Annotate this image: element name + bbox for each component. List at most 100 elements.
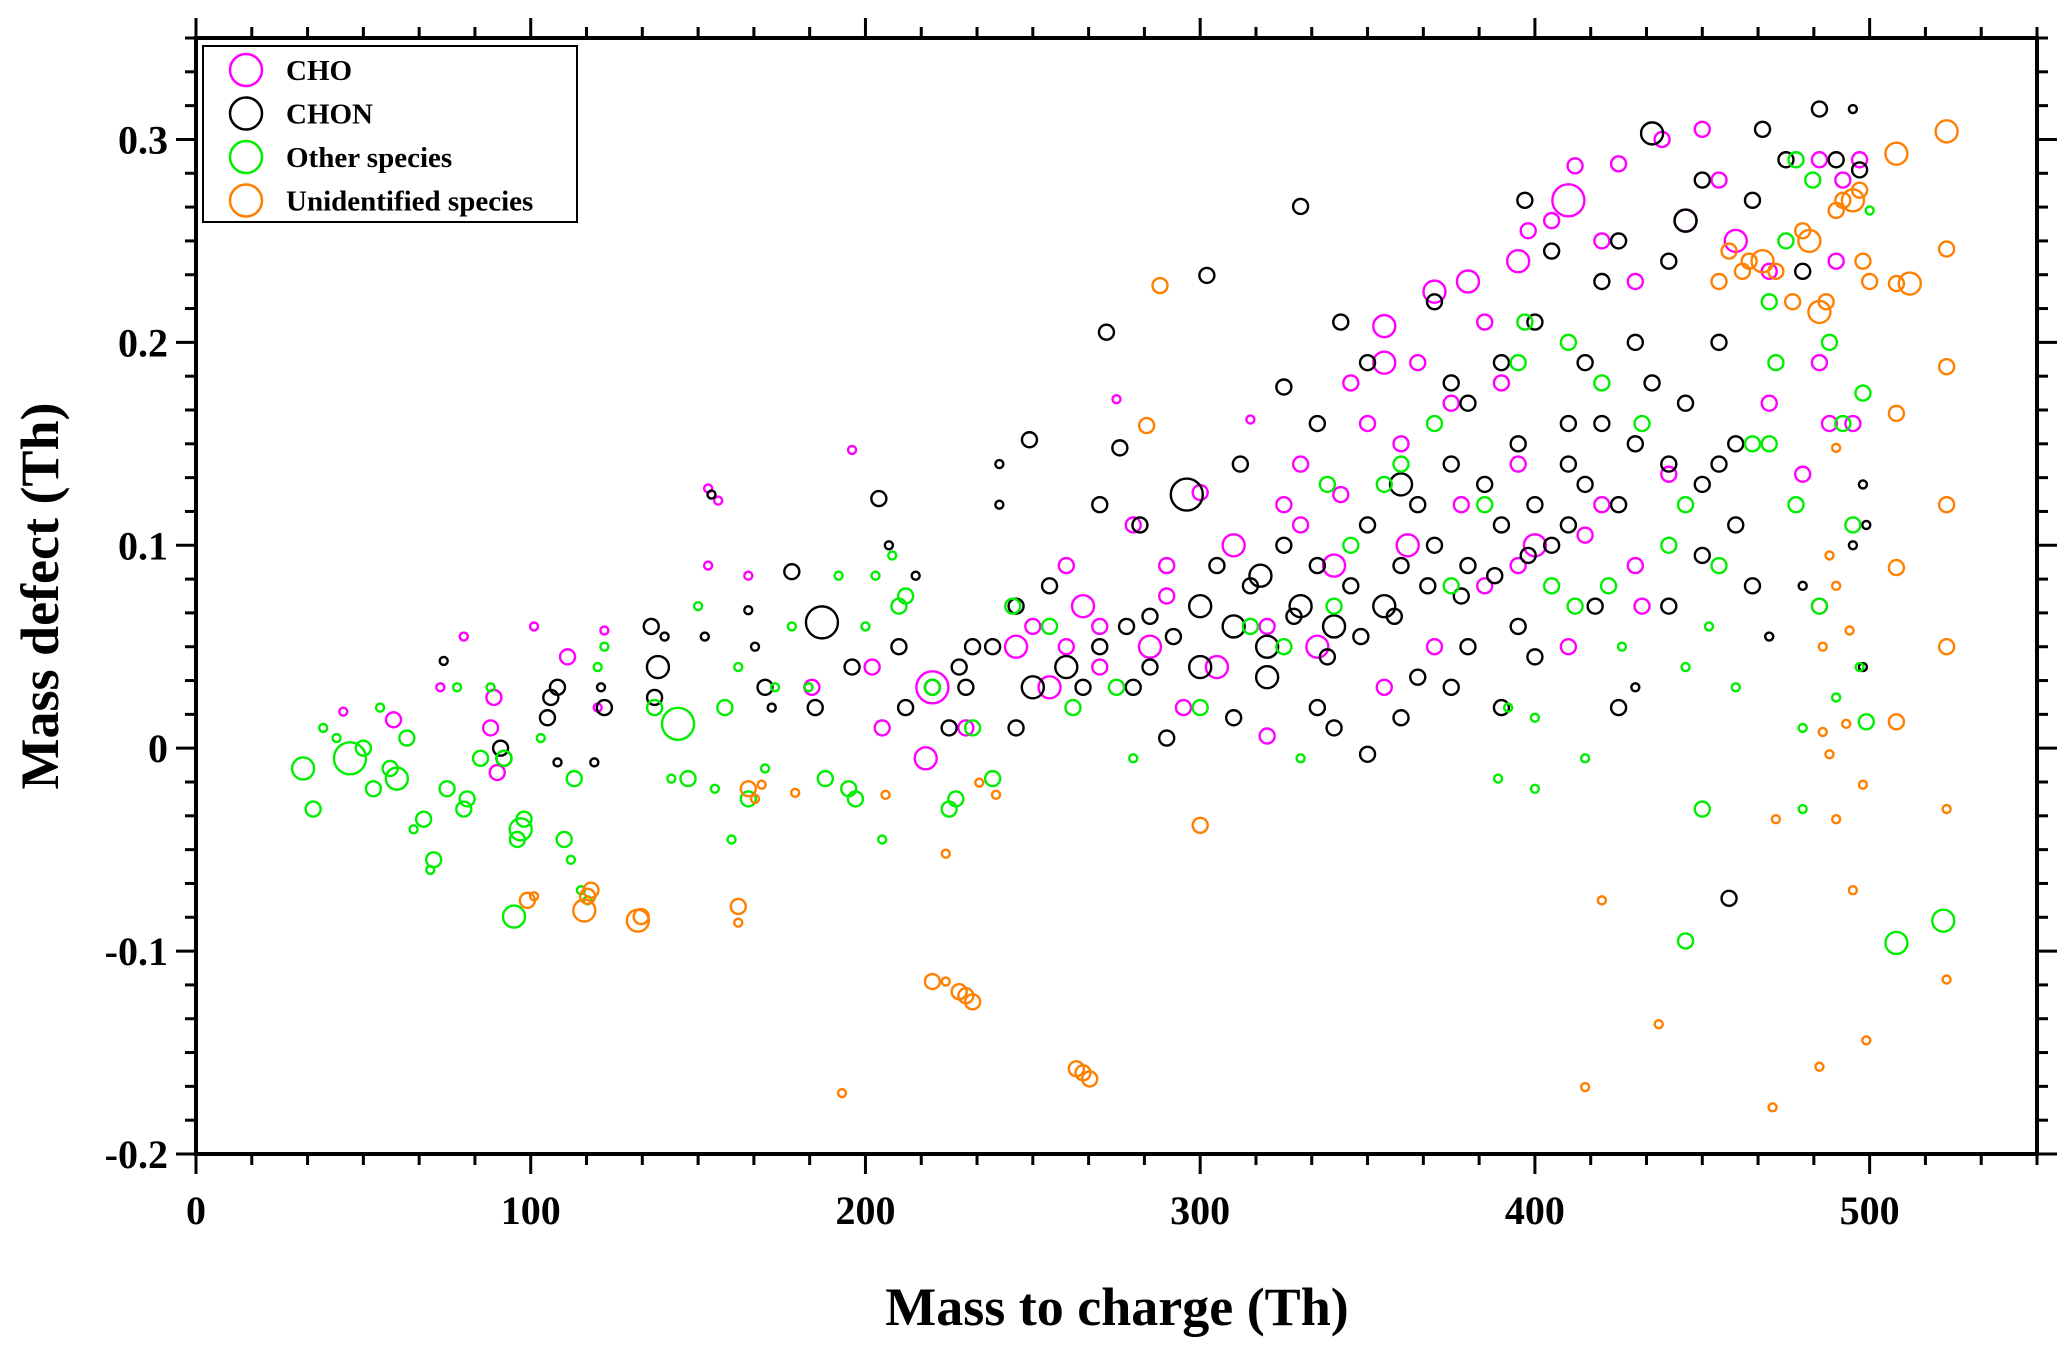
data-point (1392, 709, 1410, 727)
data-point (846, 790, 865, 808)
data-point (1455, 269, 1481, 294)
data-point (759, 763, 771, 774)
data-point (1516, 191, 1534, 210)
data-point (1937, 240, 1956, 258)
data-point (733, 661, 744, 673)
data-point (786, 621, 798, 632)
data-point (1358, 353, 1377, 372)
data-points (290, 100, 1959, 1113)
data-point (1777, 232, 1795, 250)
data-point (1158, 587, 1176, 605)
data-point (438, 780, 456, 798)
data-point (1599, 577, 1618, 595)
data-point (1850, 181, 1869, 199)
data-point (1626, 435, 1645, 453)
data-point (414, 810, 433, 828)
data-point (1593, 495, 1611, 514)
data-point (1579, 753, 1591, 764)
data-point (1593, 414, 1611, 433)
data-point (1633, 597, 1651, 615)
x-tick-label: 100 (501, 1188, 561, 1233)
data-point (749, 793, 761, 805)
data-point (1137, 416, 1156, 435)
data-point (1254, 634, 1280, 659)
data-point (435, 682, 446, 693)
data-point (1804, 171, 1822, 189)
data-point (1342, 536, 1360, 554)
data-point (1857, 713, 1875, 731)
data-point (1358, 516, 1377, 534)
data-point (1452, 495, 1470, 514)
data-point (1937, 358, 1956, 376)
data-point (1305, 634, 1330, 659)
legend-label: Other species (286, 142, 452, 174)
data-point (896, 587, 915, 605)
data-point (1040, 577, 1059, 595)
y-tick-label: 0 (148, 726, 168, 771)
data-point (1124, 516, 1142, 534)
data-point (495, 749, 513, 768)
data-point (1787, 495, 1805, 514)
data-point (1475, 313, 1494, 331)
data-point (1542, 577, 1561, 595)
data-point (1425, 293, 1444, 311)
data-point (458, 631, 469, 642)
data-point (1024, 617, 1042, 636)
data-point (1375, 678, 1393, 697)
data-point (1626, 333, 1645, 352)
data-point (1693, 800, 1711, 818)
data-point (1827, 151, 1845, 169)
legend-marker-icon (228, 139, 264, 175)
data-point (424, 851, 443, 869)
data-point (1844, 625, 1855, 636)
data-point (1158, 729, 1176, 747)
data-point (963, 638, 982, 656)
data-point (806, 698, 824, 717)
data-point (595, 682, 607, 693)
data-point (354, 739, 373, 757)
data-point (1841, 718, 1852, 730)
data-point (1442, 374, 1460, 392)
legend-item: CHO (228, 52, 352, 88)
data-point (1419, 577, 1437, 595)
data-point (1854, 661, 1865, 673)
data-point (1375, 475, 1393, 494)
data-point (1693, 171, 1711, 189)
data-point (1609, 698, 1628, 717)
data-point (1660, 465, 1678, 483)
data-point (451, 682, 463, 693)
data-point (528, 621, 540, 632)
data-point (1830, 442, 1842, 454)
data-point (384, 711, 403, 729)
data-point (1526, 648, 1544, 666)
data-point (1325, 719, 1343, 737)
data-point (940, 719, 958, 737)
data-point (572, 898, 597, 923)
y-tick-label: 0.3 (118, 117, 168, 162)
data-point (1475, 577, 1494, 595)
data-point (923, 678, 942, 697)
data-point (1074, 678, 1092, 697)
series-chon (438, 100, 1872, 908)
data-point (1486, 567, 1504, 585)
data-point (1141, 658, 1159, 676)
data-point (1720, 242, 1738, 260)
data-point (1693, 475, 1711, 494)
data-point (1793, 465, 1812, 483)
data-point (1081, 1070, 1099, 1088)
data-point (1107, 678, 1126, 697)
data-point (1057, 638, 1075, 656)
data-point (709, 783, 721, 794)
data-point (983, 769, 1002, 788)
data-point (1529, 712, 1541, 723)
data-point (552, 757, 563, 768)
data-point (1770, 814, 1782, 825)
data-point (1332, 485, 1350, 504)
data-point (1321, 553, 1347, 578)
data-point (642, 617, 660, 636)
data-point (645, 698, 664, 717)
data-point (1221, 614, 1246, 639)
data-point (1392, 455, 1410, 473)
data-point (1529, 783, 1541, 794)
data-point (1509, 353, 1527, 372)
